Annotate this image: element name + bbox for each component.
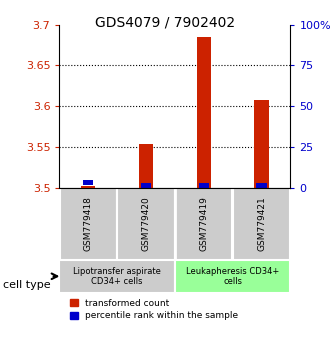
Bar [254, 100, 269, 188]
Text: cell type: cell type [3, 280, 51, 290]
Bar [81, 186, 95, 188]
Bar [233, 188, 290, 260]
Text: GSM779421: GSM779421 [257, 196, 266, 251]
Bar [197, 37, 211, 188]
Text: GDS4079 / 7902402: GDS4079 / 7902402 [95, 16, 235, 30]
Text: Leukapheresis CD34+
cells: Leukapheresis CD34+ cells [186, 267, 279, 286]
Bar [139, 144, 153, 188]
Bar [175, 260, 290, 292]
Bar [117, 188, 175, 260]
Bar [175, 188, 232, 260]
Bar [83, 180, 93, 185]
Legend: transformed count, percentile rank within the sample: transformed count, percentile rank withi… [69, 297, 240, 322]
Bar [199, 183, 209, 188]
Text: Lipotransfer aspirate
CD34+ cells: Lipotransfer aspirate CD34+ cells [73, 267, 161, 286]
Bar [59, 260, 175, 292]
Bar [141, 183, 151, 188]
Bar [60, 188, 117, 260]
Text: GSM779418: GSM779418 [84, 196, 93, 251]
Text: GSM779420: GSM779420 [142, 196, 150, 251]
Bar [256, 183, 267, 188]
Text: GSM779419: GSM779419 [199, 196, 208, 251]
